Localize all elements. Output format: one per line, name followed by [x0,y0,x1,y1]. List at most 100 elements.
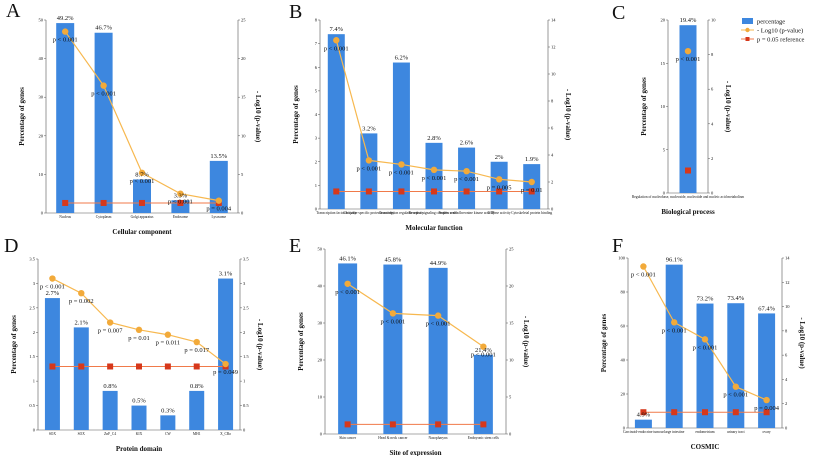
pvalue-point [61,28,69,35]
category-label: Cytoskeletal protein binding [511,211,552,215]
percentage-label: 96.1% [666,257,683,264]
reference-marker [463,188,470,195]
x-axis-title: Biological process [661,208,715,216]
percentage-label: 13.5% [210,153,227,160]
percentage-label: 3.1% [219,271,233,278]
y-tick-label: 60 [621,324,626,329]
bar [360,133,378,209]
y2-tick-label: 2.5 [243,305,249,310]
pvalue-point [430,166,438,174]
y2-tick-label: 0 [551,207,554,212]
percentage-label: 2.6% [460,140,474,147]
percentage-label: 2% [495,154,504,161]
category-label: MH1 [193,432,201,436]
legend: percentage - Log10 (p-value) p = 0.05 refe… [741,18,804,44]
y2-tick-label: 8 [711,52,714,57]
y2-axis-title: - Log10 (p-value) [564,89,572,141]
category-label: Nasopharynx [429,436,448,440]
category-label: KIX [136,432,143,436]
percentage-label: 4.9% [637,412,651,419]
category-label: Golgi apparatus [131,215,154,219]
y-tick-label: 1.5 [29,354,35,359]
y-tick-label: 20 [621,392,626,397]
p-value-label: p < 0.001 [676,56,701,63]
category-label: Ubiquitin-specific protease activity [344,211,395,215]
bar [758,313,776,428]
pvalue-point [495,176,503,183]
bar [523,164,541,209]
percentage-label: 46.7% [95,25,112,32]
category-label: X_CRo [220,432,231,436]
category-label: Transcription regulator activity [379,211,424,215]
panel-c: C 0 5 10 15 20 0 2 4 6 8 10 Percentage of genes - Log… [612,2,744,216]
pvalue-line [347,283,484,348]
y-tick-label: 50 [39,18,44,23]
reference-marker [435,421,442,428]
pvalue-point [78,290,85,297]
bar [189,390,205,430]
pvalue-point [138,169,146,177]
category-label: Transcription factor activity [316,211,356,215]
bar [696,303,714,428]
y-tick-label: 5 [663,147,666,152]
y-tick-label: 1 [33,379,35,384]
pvalue-point [106,319,114,326]
y2-tick-label: 0.5 [243,403,249,408]
percentage-label: 6.2% [395,55,409,62]
panel-d-letter: D [4,235,18,257]
y2-tick-label: 2 [785,401,787,406]
category-label: Carcinoid-endocrine tumour [623,430,665,434]
pvalue-point [222,360,229,368]
p-value-label: p = 0.002 [69,298,94,305]
bar [327,34,345,209]
reference-marker [177,199,184,206]
y-tick-label: 0 [320,432,323,437]
bar [338,263,358,434]
y-tick-label: 0 [41,211,44,216]
y2-tick-label: 10 [711,18,716,23]
p-value-label: p = 0.01 [521,187,543,194]
y-tick-label: 80 [621,290,626,295]
y-tick-label: 20 [39,133,44,138]
pvalue-point [193,338,200,346]
category-label: large intestine [664,430,685,434]
reference-marker [193,363,200,370]
bar [425,142,443,209]
y2-tick-label: 10 [241,133,246,138]
percentage-label: 0.8% [103,383,117,390]
x-axis-title: Cellular component [112,228,172,236]
y2-axis-title: - Log10 (p-value) [798,317,806,369]
y2-tick-label: 0 [243,428,246,433]
panel-a-letter: A [6,0,21,22]
y-tick-label: 7 [315,41,318,46]
pvalue-point [344,280,351,287]
pvalue-point [640,263,647,270]
y2-tick-label: 1.5 [243,354,249,359]
y-tick-label: 3 [315,136,318,141]
y2-tick-label: 0 [509,432,512,437]
bar [679,25,697,193]
percentage-label: 7.4% [330,26,344,33]
category-label: Skin cancer [339,436,357,440]
category-label: SOX [49,432,57,436]
reference-marker [732,409,739,416]
p-value-label: p < 0.001 [324,45,349,52]
reference-marker [136,363,142,370]
category-label: Regulation of nucleobase, nucleoside, nu… [632,195,745,200]
percentage-label: 0.8% [190,383,204,390]
y2-tick-label: 6 [785,353,788,358]
percentage-label: 73.4% [727,295,744,302]
legend-label: p = 0.05 reference [757,37,804,44]
y-tick-label: 1 [315,183,317,188]
bar [383,264,403,434]
y-tick-label: 0.5 [29,403,35,408]
reference-marker [333,188,340,195]
percentage-label: 44.9% [430,260,447,267]
p-value-label: p < 0.001 [91,91,116,98]
bar [102,390,118,430]
y2-tick-label: 15 [241,95,246,100]
panel-a: A 0 10 20 30 40 50 0 5 10 15 20 25 Percentage of gene… [6,0,262,236]
pvalue-point [434,312,442,319]
y2-tick-label: 6 [711,87,714,92]
